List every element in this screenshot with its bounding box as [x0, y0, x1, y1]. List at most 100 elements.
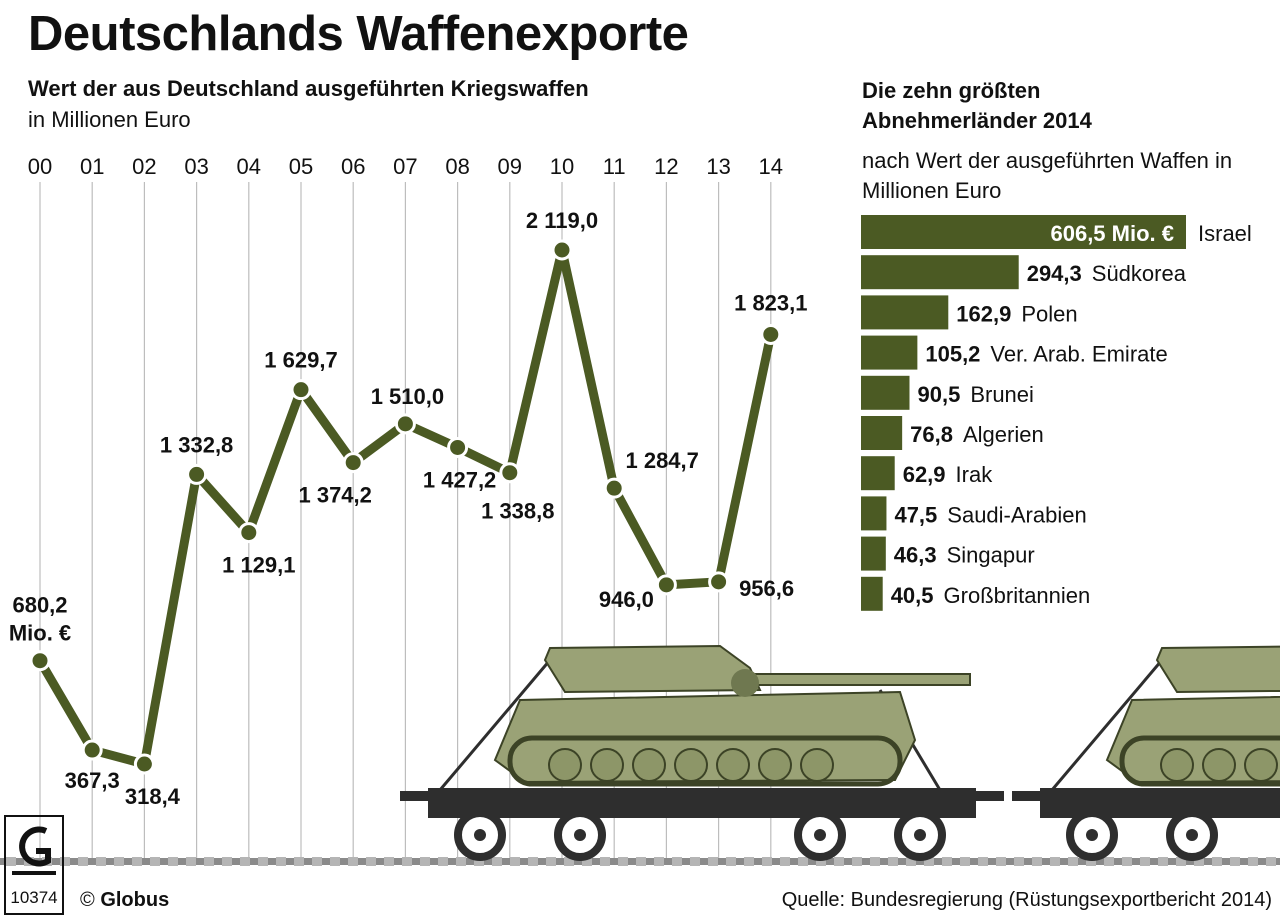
data-point — [551, 239, 573, 261]
rail-tie — [582, 857, 592, 866]
data-label: 2 119,0 — [526, 208, 598, 233]
bar-value-label: 162,9 — [956, 301, 1011, 326]
rail-tie — [1248, 857, 1258, 866]
x-tick-label: 04 — [237, 154, 261, 179]
x-tick-label: 10 — [550, 154, 574, 179]
road-wheel — [1160, 748, 1194, 782]
x-tick-label: 00 — [28, 154, 52, 179]
rail-tie — [312, 857, 322, 866]
rail-tie — [402, 857, 412, 866]
rail-tie — [78, 857, 88, 866]
rail-tie — [852, 857, 862, 866]
x-tick-label: 07 — [393, 154, 417, 179]
flatcar — [1040, 788, 1280, 818]
buffer — [974, 791, 1004, 801]
rail-tie — [222, 857, 232, 866]
data-point — [29, 650, 51, 672]
ranking-title: Die zehn größten Abnehmerländer 2014 — [862, 78, 1092, 133]
x-tick-label: 12 — [654, 154, 678, 179]
rail-tie — [96, 857, 106, 866]
bar — [861, 456, 895, 491]
bar — [861, 295, 949, 330]
rail-tie — [1050, 857, 1060, 866]
rail-tie — [762, 857, 772, 866]
copyright: © Globus — [80, 889, 169, 912]
rail-tie — [6, 857, 16, 866]
road-wheel — [1244, 748, 1278, 782]
bar — [861, 576, 883, 611]
data-point — [238, 522, 260, 544]
wheel-hub — [474, 829, 486, 841]
rail-tie — [1176, 857, 1186, 866]
x-tick-label: 03 — [184, 154, 208, 179]
data-point — [760, 323, 782, 345]
bar-category-label: Polen — [1021, 301, 1077, 326]
rail-tie — [366, 857, 376, 866]
data-label: 1 284,7 — [625, 448, 698, 473]
bar-value-label: 40,5 — [891, 583, 934, 608]
rail-tie — [456, 857, 466, 866]
rail-tie — [1086, 857, 1096, 866]
rail-tie — [1068, 857, 1078, 866]
bar-value-label: 76,8 — [910, 422, 953, 447]
data-point — [447, 436, 469, 458]
rail-tie — [474, 857, 484, 866]
data-label: 956,6 — [739, 576, 794, 601]
x-tick-label: 14 — [759, 154, 783, 179]
rail-tie — [708, 857, 718, 866]
rail-tie — [1104, 857, 1114, 866]
train-illustration — [0, 644, 1280, 866]
road-wheel — [758, 748, 792, 782]
tank-track — [1119, 735, 1280, 787]
x-tick-label: 08 — [445, 154, 469, 179]
bar-category-label: Saudi-Arabien — [947, 502, 1086, 527]
x-tick-label: 13 — [706, 154, 730, 179]
data-point — [342, 452, 364, 474]
rail-tie — [600, 857, 610, 866]
rail-tie — [1158, 857, 1168, 866]
road-wheel — [632, 748, 666, 782]
rail-tie — [924, 857, 934, 866]
rail-tie — [942, 857, 952, 866]
rail-tie — [816, 857, 826, 866]
bar — [861, 536, 886, 571]
rail-tie — [1032, 857, 1042, 866]
rail-tie — [384, 857, 394, 866]
bar-category-label: Großbritannien — [944, 583, 1091, 608]
data-label: 946,0 — [599, 587, 654, 612]
rail-tie — [132, 857, 142, 866]
road-wheel — [548, 748, 582, 782]
rail-tie — [546, 857, 556, 866]
bar — [861, 255, 1019, 290]
data-point — [133, 753, 155, 775]
rail-tie — [510, 857, 520, 866]
buffer — [400, 791, 430, 801]
rail-tie — [870, 857, 880, 866]
rail-tie — [1194, 857, 1204, 866]
data-label: 1 629,7 — [264, 348, 337, 373]
flatcar — [428, 788, 976, 818]
train-wagon — [1012, 645, 1280, 861]
rail-tie — [492, 857, 502, 866]
globus-logo — [4, 815, 64, 915]
bar-category-label: Algerien — [963, 422, 1044, 447]
rail-tie — [528, 857, 538, 866]
bar-category-label: Ver. Arab. Emirate — [990, 342, 1167, 367]
rail-tie — [330, 857, 340, 866]
rail-tie — [114, 857, 124, 866]
rail-tie — [636, 857, 646, 866]
x-tick-label: 11 — [603, 154, 626, 179]
bar — [861, 335, 918, 370]
rail-tie — [672, 857, 682, 866]
data-label: 367,3 — [65, 768, 120, 793]
cable — [438, 659, 552, 791]
bar-value-label: 46,3 — [894, 543, 937, 568]
rail-tie — [60, 857, 70, 866]
bar-value-label: 47,5 — [894, 502, 937, 527]
data-label: 1 129,1 — [222, 553, 295, 578]
data-point — [603, 477, 625, 499]
rail-tie — [240, 857, 250, 866]
data-label: 1 338,8 — [481, 499, 554, 524]
rail-tie — [798, 857, 808, 866]
